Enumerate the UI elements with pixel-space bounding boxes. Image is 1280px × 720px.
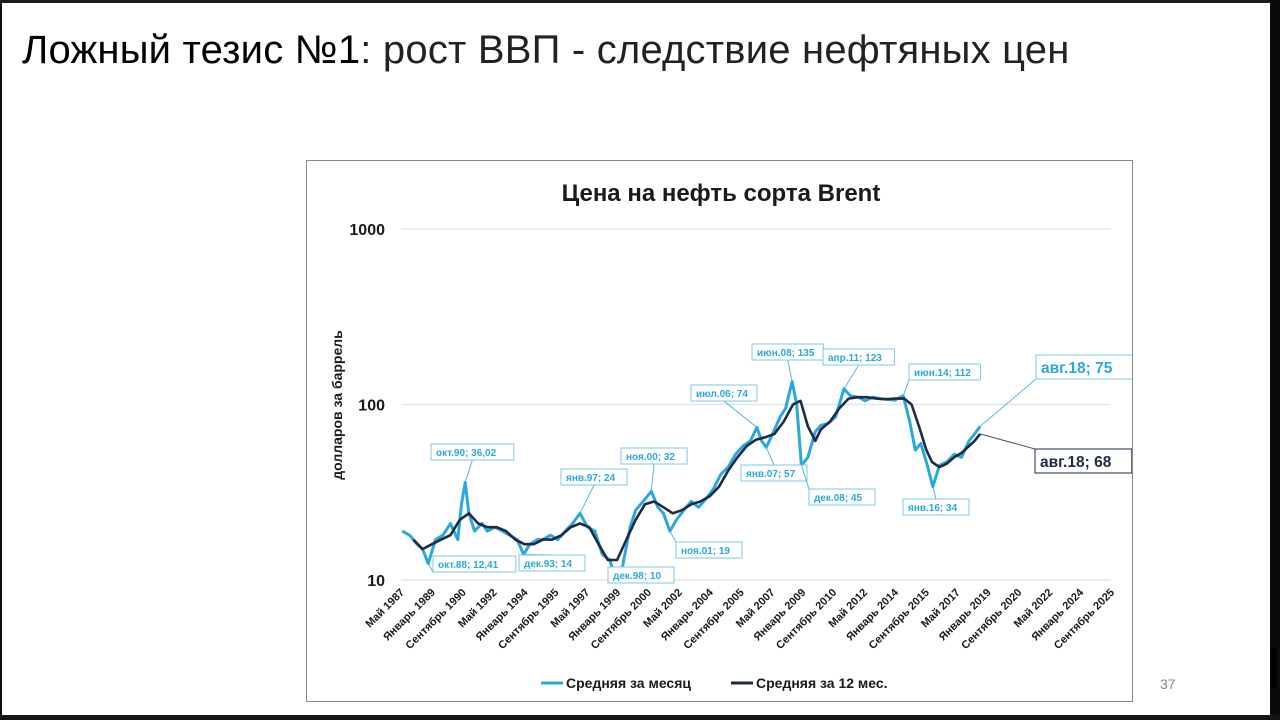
annotation-leader <box>669 530 677 543</box>
brent-oil-price-chart: Цена на нефть сорта Brent 1000 100 10 долл… <box>329 180 1134 691</box>
y-axis-label: долларов за баррель <box>329 330 345 480</box>
annotation-label: июн.14; 112 <box>914 368 971 379</box>
annotation-label: апр.11; 123 <box>828 353 882 364</box>
annotation-leader <box>787 359 793 382</box>
chart-frame: Цена на нефть сорта Brent 1000 100 10 долл… <box>306 160 1134 702</box>
annotation-box <box>908 363 982 381</box>
annotation-box <box>607 566 675 584</box>
slide-title: Ложный тезис №1: рост ВВП - следствие не… <box>22 28 1070 73</box>
series-annual-line <box>412 395 982 562</box>
annotation-leader <box>464 459 473 483</box>
annotation-label: ноя.01; 19 <box>681 546 730 557</box>
annotation-leader <box>427 563 434 573</box>
annotation-label: дек.93; 14 <box>524 559 572 570</box>
annotation-box <box>690 384 758 402</box>
annotation-leader <box>723 400 758 428</box>
annotation-box <box>902 498 970 516</box>
window-bottom-edge <box>0 715 1280 720</box>
chart-gridlines <box>401 228 1111 581</box>
annotation-leader <box>765 447 775 466</box>
legend-label: Средняя за месяц <box>566 675 691 691</box>
annotation-label: янв.16; 34 <box>908 503 958 514</box>
annotation-label: авг.18; 68 <box>1040 454 1112 471</box>
slide-title-strong: Ложный тезис №1 <box>22 28 361 72</box>
annotation-label: окт.88; 12,41 <box>438 560 499 571</box>
annotation-label: янв.07; 57 <box>746 469 796 480</box>
chart-legend: Средняя за месяц Средняя за 12 мес. <box>541 675 888 691</box>
annotation-label: дек.98; 10 <box>613 571 661 582</box>
annotation-box <box>808 488 876 506</box>
annotation-leader <box>800 465 810 490</box>
annotation-box <box>675 541 743 559</box>
annotation-label: дек.08; 45 <box>814 493 862 504</box>
chart-annotations: окт.88; 12,41 окт.90; 36,02 дек.93; 14 янв.… <box>427 343 1134 584</box>
annotation-box <box>1035 354 1134 380</box>
annotation-box <box>1034 448 1133 474</box>
annotation-leader <box>979 433 1036 450</box>
annotation-box <box>430 443 515 461</box>
annotation-label: ноя.00; 32 <box>626 452 675 463</box>
annotation-leader <box>932 486 937 500</box>
annotation-label: июл.06; 74 <box>696 389 748 400</box>
y-axis-ticks: 1000 100 10 <box>349 222 385 590</box>
annotation-label: окт.90; 36,02 <box>436 448 497 459</box>
y-tick-label: 100 <box>358 398 385 415</box>
scroll-marker <box>1271 648 1277 688</box>
chart-series <box>401 380 982 582</box>
annotation-leader <box>843 364 860 389</box>
annotation-box <box>822 348 896 366</box>
annotation-box <box>740 464 808 482</box>
annotation-box <box>518 554 586 572</box>
annotation-label: июн.08; 135 <box>757 348 815 359</box>
annotation-leader <box>979 378 1037 427</box>
annotation-box <box>560 468 628 486</box>
y-tick-label: 1000 <box>349 222 385 239</box>
legend-label: Средняя за 12 мес. <box>756 675 888 691</box>
y-tick-label: 10 <box>367 573 385 590</box>
annotation-label: янв.97; 24 <box>566 473 616 484</box>
slide-title-rest: : рост ВВП - следствие нефтяных цен <box>360 28 1070 72</box>
chart-title: Цена на нефть сорта Brent <box>562 180 881 207</box>
annotation-box <box>620 447 688 465</box>
window-right-edge <box>1270 0 1280 720</box>
annotation-leader <box>902 379 910 397</box>
annotation-leader <box>650 463 655 492</box>
page-number: 37 <box>1160 676 1176 692</box>
annotation-label: авг.18; 75 <box>1041 360 1113 377</box>
annotation-leader <box>579 484 595 514</box>
window-top-edge <box>0 0 1280 4</box>
annotation-box <box>432 555 517 573</box>
